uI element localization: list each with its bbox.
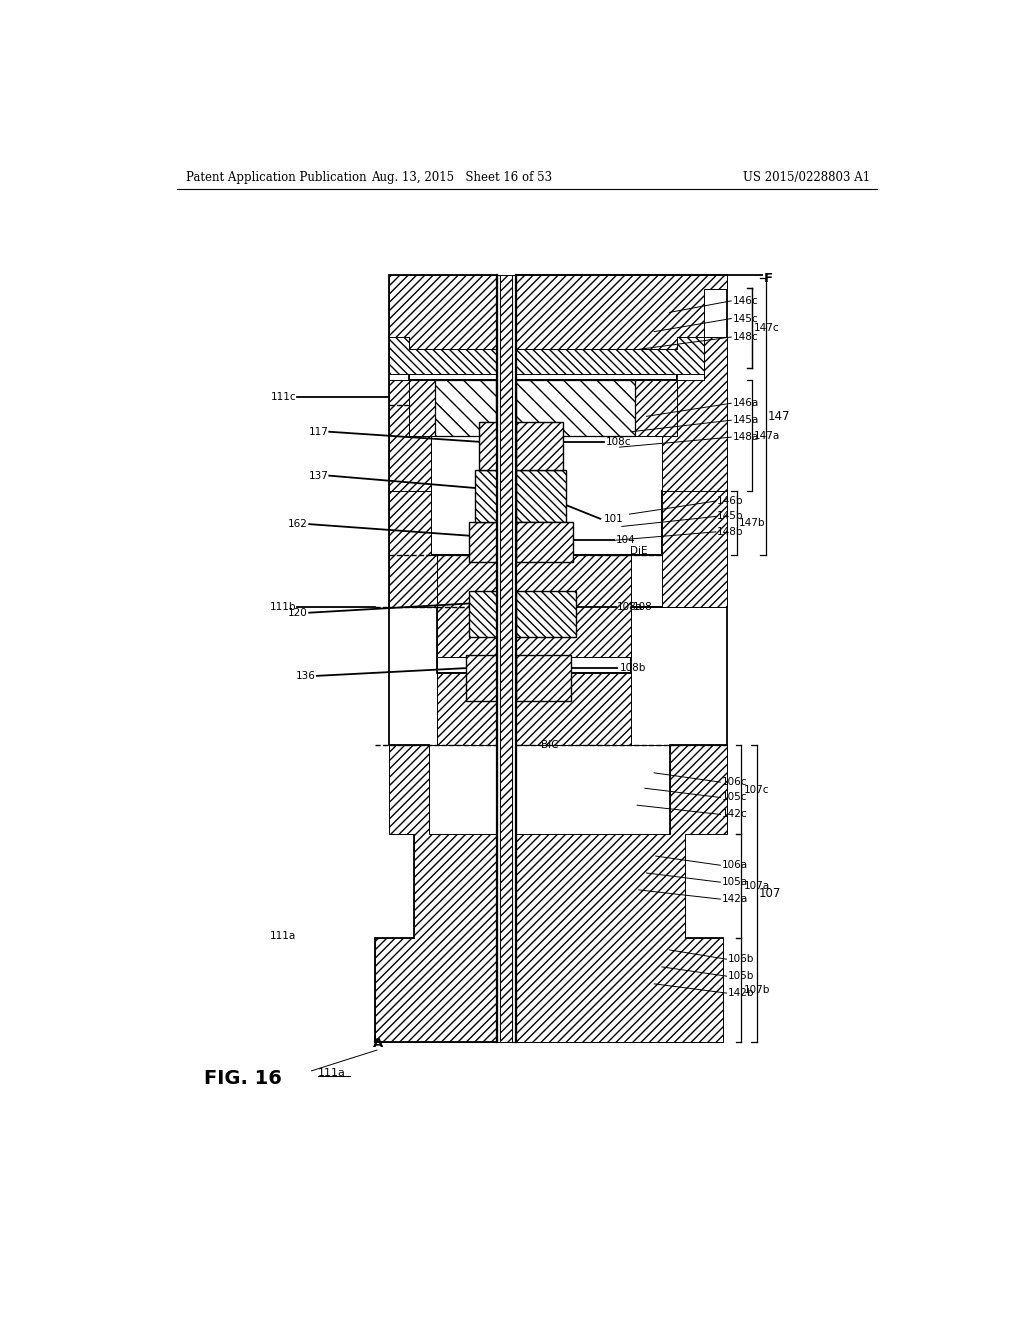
Text: Aug. 13, 2015   Sheet 16 of 53: Aug. 13, 2015 Sheet 16 of 53 xyxy=(371,172,552,185)
Text: 148b: 148b xyxy=(717,527,743,537)
Text: 104: 104 xyxy=(615,535,636,545)
Polygon shape xyxy=(515,289,727,554)
Text: 106a: 106a xyxy=(722,861,749,870)
Polygon shape xyxy=(515,655,571,701)
Polygon shape xyxy=(388,276,497,380)
Text: 111b: 111b xyxy=(269,602,296,611)
Text: 120: 120 xyxy=(288,607,307,618)
Polygon shape xyxy=(475,470,497,521)
Polygon shape xyxy=(388,380,431,491)
Bar xyxy=(497,276,500,1043)
Bar xyxy=(500,276,512,1043)
Polygon shape xyxy=(515,607,727,1043)
Polygon shape xyxy=(515,276,727,350)
Text: 117: 117 xyxy=(308,426,329,437)
Polygon shape xyxy=(469,521,497,562)
Polygon shape xyxy=(662,337,727,491)
Text: 147a: 147a xyxy=(755,430,780,441)
Text: F: F xyxy=(764,272,773,285)
Text: Patent Application Publication: Patent Application Publication xyxy=(186,172,367,185)
Polygon shape xyxy=(388,337,497,554)
Polygon shape xyxy=(376,744,497,1043)
Polygon shape xyxy=(478,422,497,470)
Bar xyxy=(512,276,515,1043)
Text: 107b: 107b xyxy=(743,985,770,995)
Polygon shape xyxy=(437,554,497,657)
Text: BiC: BiC xyxy=(541,741,558,750)
Polygon shape xyxy=(429,673,497,744)
Text: 142c: 142c xyxy=(722,809,748,820)
Polygon shape xyxy=(515,744,727,1043)
Polygon shape xyxy=(515,673,670,744)
Polygon shape xyxy=(410,380,497,436)
Text: 105b: 105b xyxy=(728,972,755,981)
Text: 107a: 107a xyxy=(743,880,770,891)
Text: 108: 108 xyxy=(633,602,652,611)
Polygon shape xyxy=(515,521,573,562)
Text: 147: 147 xyxy=(768,409,791,422)
Text: 106b: 106b xyxy=(728,954,755,964)
Polygon shape xyxy=(515,491,727,673)
Text: 136: 136 xyxy=(296,671,315,681)
Polygon shape xyxy=(515,470,565,521)
Text: FIG. 16: FIG. 16 xyxy=(204,1069,282,1088)
Text: US 2015/0228803 A1: US 2015/0228803 A1 xyxy=(742,172,869,185)
Text: 105c: 105c xyxy=(722,792,748,803)
Text: 146c: 146c xyxy=(733,296,759,306)
Text: 148a: 148a xyxy=(733,432,759,442)
Polygon shape xyxy=(388,491,437,607)
Text: DiE: DiE xyxy=(630,546,647,556)
Text: 147b: 147b xyxy=(739,517,765,528)
Polygon shape xyxy=(515,591,575,638)
Text: 106c: 106c xyxy=(722,777,748,787)
Text: 108a: 108a xyxy=(617,602,643,611)
Text: 107: 107 xyxy=(759,887,781,900)
Polygon shape xyxy=(515,276,727,380)
Polygon shape xyxy=(388,337,497,374)
Text: 107c: 107c xyxy=(743,785,769,795)
Polygon shape xyxy=(466,655,497,701)
Text: 162: 162 xyxy=(288,519,307,529)
Text: 105a: 105a xyxy=(722,878,749,887)
Text: 148c: 148c xyxy=(733,333,759,342)
Text: 111c: 111c xyxy=(270,392,296,403)
Polygon shape xyxy=(515,337,705,374)
Polygon shape xyxy=(376,607,497,1043)
Bar xyxy=(435,380,496,436)
Polygon shape xyxy=(515,491,727,657)
Text: A: A xyxy=(374,1038,384,1051)
Text: 142a: 142a xyxy=(722,894,749,904)
Text: 145a: 145a xyxy=(733,416,759,425)
Text: 145c: 145c xyxy=(733,314,759,323)
Polygon shape xyxy=(515,422,563,470)
Polygon shape xyxy=(388,491,497,673)
Polygon shape xyxy=(469,591,497,638)
Text: 111a: 111a xyxy=(317,1068,345,1078)
Text: 142b: 142b xyxy=(728,989,755,998)
Text: 101: 101 xyxy=(604,513,624,524)
Text: 108c: 108c xyxy=(605,437,631,446)
Polygon shape xyxy=(388,276,497,350)
Text: 145b: 145b xyxy=(717,511,743,521)
Text: 137: 137 xyxy=(308,471,329,480)
Text: 147c: 147c xyxy=(755,323,780,333)
Bar xyxy=(515,380,635,436)
Polygon shape xyxy=(515,380,677,436)
Text: 111a: 111a xyxy=(270,931,296,941)
Text: 146b: 146b xyxy=(717,496,743,506)
Text: 108b: 108b xyxy=(620,663,646,673)
Text: 146a: 146a xyxy=(733,399,759,408)
